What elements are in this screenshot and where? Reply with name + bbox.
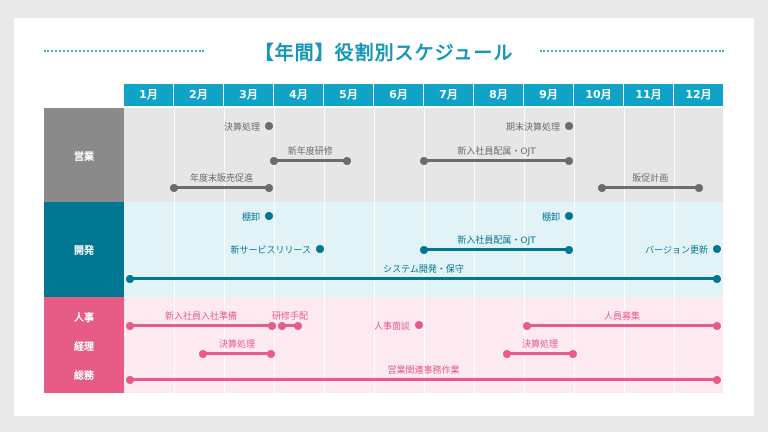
milestone-dot — [265, 212, 273, 220]
month-header: 11月 — [624, 84, 674, 106]
milestone-dot — [565, 212, 573, 220]
schedule-bar — [126, 321, 276, 330]
month-header: 9月 — [524, 84, 574, 106]
month-header: 6月 — [374, 84, 424, 106]
role-label: 開発 — [74, 246, 94, 257]
month-gridline — [274, 108, 275, 393]
milestone-label: 棚卸 — [541, 213, 560, 223]
schedule-label: 営業関連事務作業 — [387, 366, 460, 376]
role-label: 営業 — [74, 151, 94, 163]
role-label: 人事 — [74, 312, 94, 324]
schedule-bar — [597, 183, 703, 192]
schedule-bar — [420, 156, 573, 165]
schedule-bar — [523, 321, 721, 330]
month-header: 8月 — [474, 84, 524, 106]
milestone-dot — [713, 245, 721, 253]
schedule-bar — [126, 274, 721, 283]
schedule-label: 決算処理 — [521, 340, 559, 350]
schedule-label: 新入社員配属・OJT — [457, 147, 536, 157]
milestone-label: 人事面談 — [373, 322, 410, 332]
schedule-label: 研修手配 — [271, 312, 309, 322]
title-divider-left — [44, 50, 204, 52]
milestone-dot — [565, 122, 573, 130]
schedule-bar — [170, 183, 273, 192]
row-label-dev: 開発 — [44, 202, 124, 297]
month-header: 4月 — [274, 84, 324, 106]
milestone-label: 新サービスリリース — [230, 246, 311, 256]
month-gridline — [674, 108, 675, 393]
row-label-sales: 営業 — [44, 108, 124, 202]
schedule-bar — [199, 349, 275, 358]
schedule-label: 新年度研修 — [287, 147, 333, 157]
schedule-bar — [278, 321, 302, 330]
schedule-bar — [126, 375, 721, 384]
milestone-label: バージョン更新 — [645, 246, 708, 256]
schedule-label: 人員募集 — [603, 312, 641, 322]
month-gridline — [374, 108, 375, 393]
milestone-dot — [415, 321, 423, 329]
month-gridline — [174, 108, 175, 393]
milestone-label: 決算処理 — [223, 123, 260, 133]
role-label: 総務 — [74, 370, 94, 382]
schedule-label: 販促計画 — [632, 174, 669, 184]
month-header: 2月 — [174, 84, 224, 106]
milestone-label: 棚卸 — [241, 213, 260, 223]
schedule-label: 新入社員入社準備 — [164, 312, 238, 322]
month-header: 7月 — [424, 84, 474, 106]
schedule-bar — [503, 349, 577, 358]
month-gridline — [324, 108, 325, 393]
schedule-label: 決算処理 — [218, 340, 256, 350]
month-gridline — [224, 108, 225, 393]
schedule-label: 新入社員配属・OJT — [457, 236, 536, 246]
schedule-bar — [270, 156, 350, 165]
milestone-dot — [265, 122, 273, 130]
month-gridline — [574, 108, 575, 393]
month-header: 5月 — [324, 84, 374, 106]
title-divider-right — [540, 50, 724, 52]
role-label: 経理 — [74, 341, 94, 353]
month-header: 1月 — [124, 84, 174, 106]
month-header: 10月 — [574, 84, 624, 106]
row-admin — [124, 297, 723, 393]
month-gridline — [624, 108, 625, 393]
milestone-label: 期末決算処理 — [505, 123, 560, 133]
month-header: 12月 — [674, 84, 724, 106]
schedule-label: 年度末販売促進 — [189, 174, 254, 184]
milestone-dot — [316, 245, 324, 253]
row-label-admin: 人事 経理 総務 — [44, 297, 124, 393]
page-title: 【年間】役割別スケジュール — [254, 42, 514, 64]
month-header: 3月 — [224, 84, 274, 106]
schedule-label: システム開発・保守 — [383, 265, 464, 275]
schedule-bar — [420, 245, 573, 254]
